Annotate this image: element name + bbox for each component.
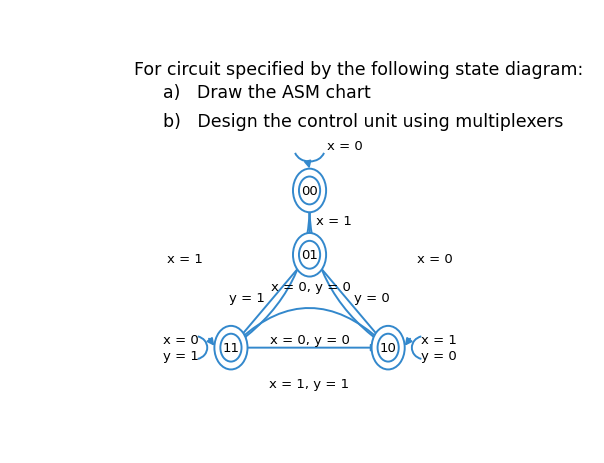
Text: x = 0: x = 0 xyxy=(162,333,198,346)
Text: 00: 00 xyxy=(301,185,318,198)
Ellipse shape xyxy=(293,233,326,277)
Text: x = 0, y = 0: x = 0, y = 0 xyxy=(269,333,350,346)
Text: x = 0: x = 0 xyxy=(417,252,452,265)
Ellipse shape xyxy=(371,326,405,369)
Text: y = 0: y = 0 xyxy=(354,292,390,305)
Text: a)   Draw the ASM chart: a) Draw the ASM chart xyxy=(163,84,371,102)
Text: b)   Design the control unit using multiplexers: b) Design the control unit using multipl… xyxy=(163,113,564,131)
Text: 11: 11 xyxy=(222,341,239,354)
Text: x = 1: x = 1 xyxy=(316,215,352,228)
Text: y = 0: y = 0 xyxy=(421,349,457,362)
Text: For circuit specified by the following state diagram:: For circuit specified by the following s… xyxy=(135,61,583,79)
Text: x = 1: x = 1 xyxy=(421,333,457,346)
Text: 10: 10 xyxy=(380,341,397,354)
Text: x = 1, y = 1: x = 1, y = 1 xyxy=(269,377,350,390)
Text: x = 0, y = 0: x = 0, y = 0 xyxy=(271,281,352,294)
Text: x = 0: x = 0 xyxy=(327,140,362,153)
Ellipse shape xyxy=(293,169,326,213)
Text: y = 1: y = 1 xyxy=(229,292,265,305)
Text: y = 1: y = 1 xyxy=(162,349,198,362)
Text: x = 1: x = 1 xyxy=(167,252,202,265)
Text: 01: 01 xyxy=(301,249,318,262)
Ellipse shape xyxy=(214,326,248,369)
